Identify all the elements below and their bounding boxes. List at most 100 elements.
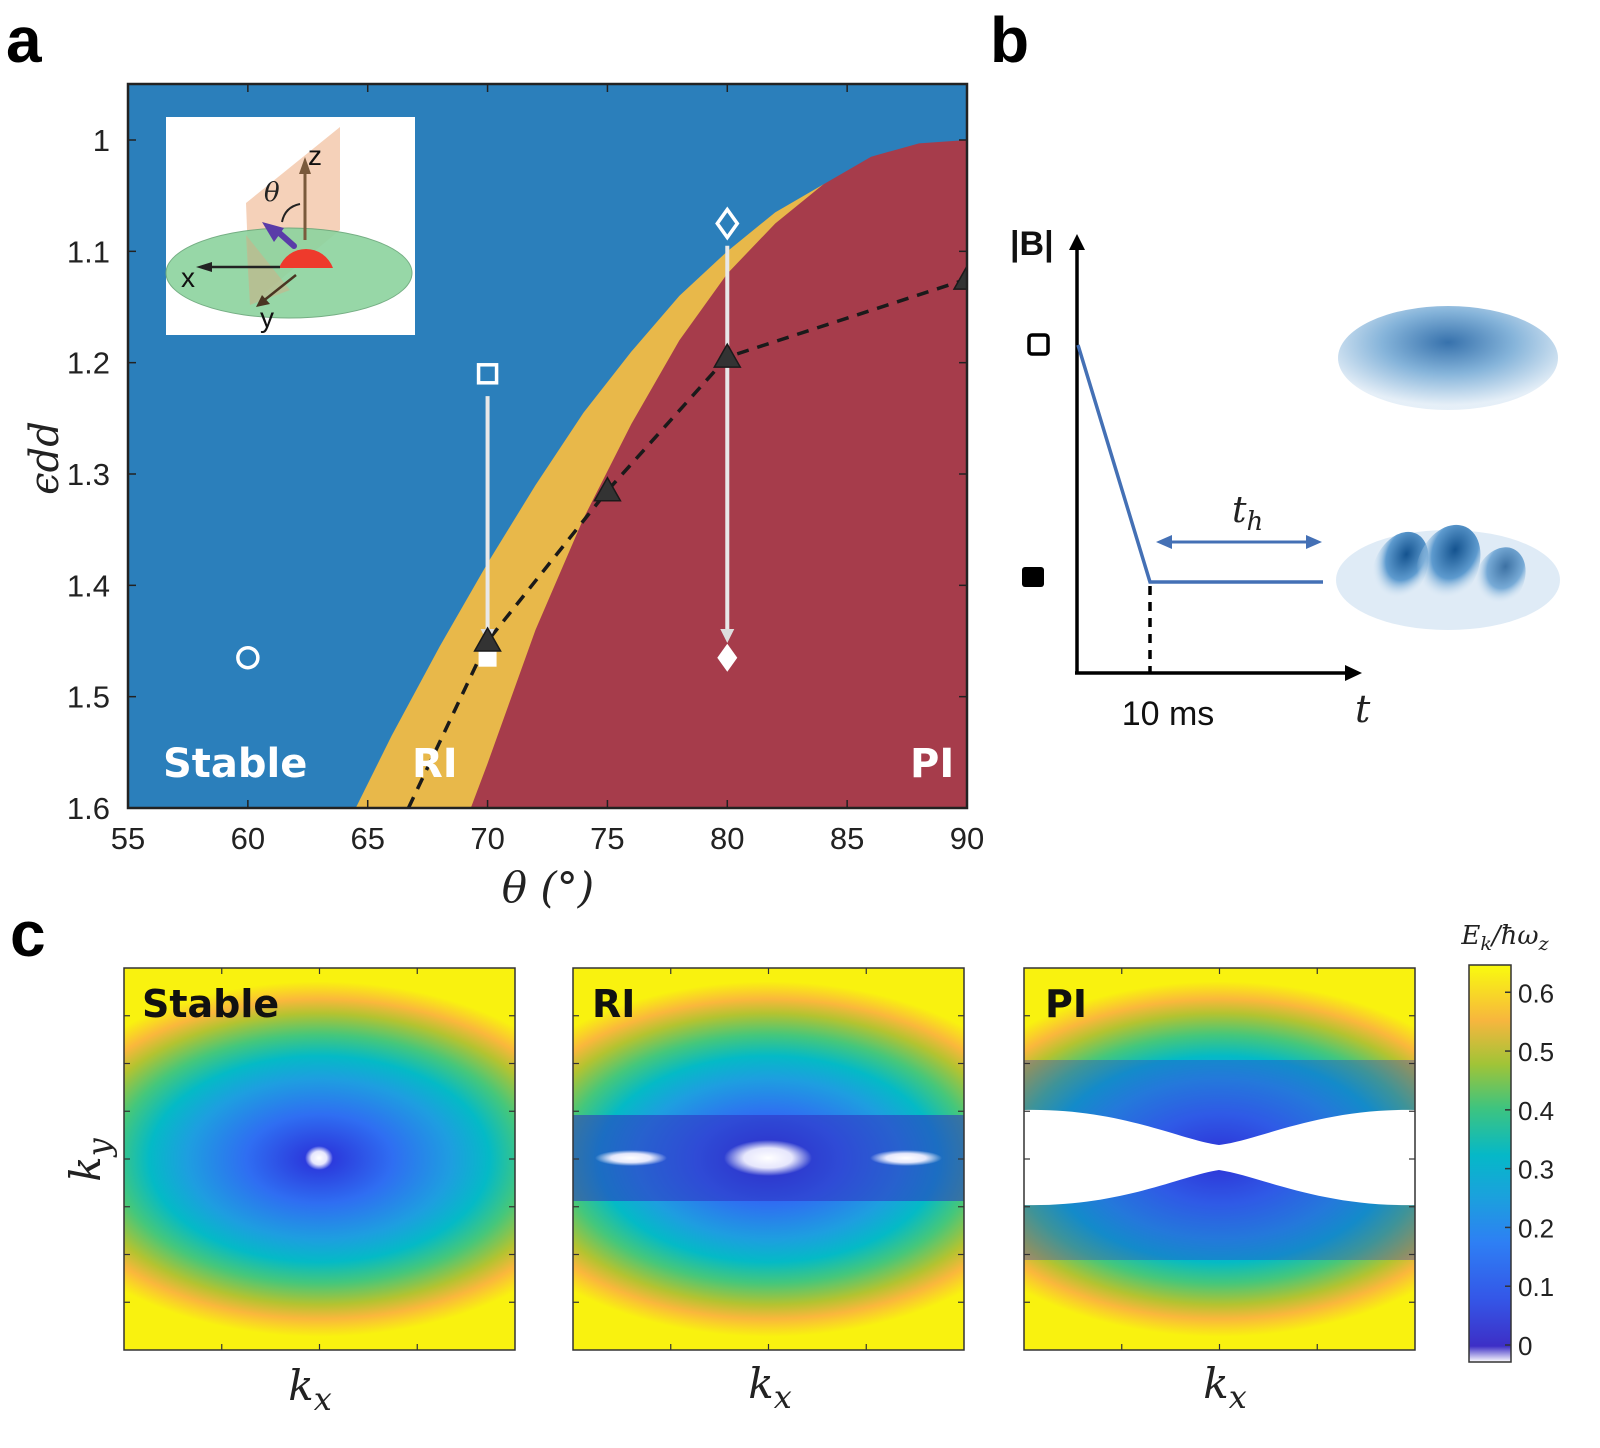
- unstable-gap: [1024, 1109, 1415, 1206]
- threshold-dashed-line: [406, 277, 967, 808]
- hold-arrow-right-icon: [1306, 535, 1322, 549]
- region-pi: [470, 140, 967, 808]
- ky-sub: y: [80, 1137, 118, 1158]
- kx-main: k: [1203, 1359, 1228, 1408]
- x-tick-label: 75: [590, 821, 624, 856]
- kx-label-ri: kx: [748, 1359, 792, 1416]
- xy-plane-disk: [165, 227, 413, 319]
- open-diamond-marker: [715, 206, 740, 241]
- kx-label-pi: kx: [1203, 1359, 1247, 1416]
- colorbar-tick-label: 0.4: [1518, 1096, 1554, 1126]
- panel-letter-b: b: [990, 4, 1029, 76]
- x-arrowhead-icon: [196, 262, 212, 272]
- hold-time-label-main: t: [1232, 490, 1247, 531]
- b-y-axis-label: |B|: [1010, 225, 1054, 263]
- colorbar-tick-label: 0.6: [1518, 978, 1554, 1008]
- x-tick-label: 60: [231, 821, 265, 856]
- colorbar-title: Ek/ħωz: [1460, 921, 1549, 955]
- cbar-title-main: E: [1460, 921, 1480, 951]
- condensate-cloud-modulated: [1336, 524, 1560, 630]
- x-tick-label: 70: [470, 821, 504, 856]
- colorbar-tick-label: 0.1: [1518, 1272, 1554, 1302]
- region-label-pi: PI: [910, 741, 954, 787]
- y-tick-label: 1.6: [67, 791, 110, 826]
- colorbar-tick-label: 0.5: [1518, 1037, 1554, 1067]
- region-label-stable: Stable: [163, 741, 307, 787]
- threshold-triangle-marker: [952, 264, 967, 290]
- ramp-duration-label: 10 ms: [1122, 695, 1215, 733]
- inset-label-z: z: [308, 140, 322, 171]
- field-ramp-schematic: |B| t 10 ms th: [1010, 225, 1560, 733]
- x-tick-label: 85: [830, 821, 864, 856]
- kx-sub: x: [314, 1380, 332, 1418]
- ky-label-text: ky: [61, 1137, 118, 1181]
- heatmap-spot: [870, 1150, 942, 1166]
- inset-label-x: x: [181, 262, 195, 293]
- heatmap-title-stable: Stable: [142, 982, 279, 1026]
- y-tick-label: 1.2: [67, 346, 110, 381]
- hold-time-label-sub: h: [1246, 507, 1263, 537]
- threshold-triangle-marker: [713, 342, 742, 368]
- colorbar-tick-label: 0.3: [1518, 1155, 1554, 1185]
- y-tick-label: 1.1: [67, 234, 110, 269]
- x-tick-label: 80: [710, 821, 744, 856]
- cbar-title-mid: /ħω: [1489, 921, 1539, 951]
- ky-main: k: [61, 1156, 110, 1181]
- y-tick-label: 1: [93, 123, 110, 158]
- x-tick-label: 55: [111, 821, 145, 856]
- kx-sub: x: [774, 1378, 792, 1416]
- theta-arc: [281, 203, 301, 223]
- threshold-triangle-marker: [473, 626, 502, 652]
- phase-diagram: 55 60 65 70 75 80 85 90 1 1.1 1.2 1.3 1.4 1.5 1.6 θ z …: [22, 82, 984, 912]
- inset-label-theta: θ: [264, 178, 280, 208]
- region-label-ri: RI: [412, 741, 458, 787]
- ky-label: ky: [61, 1137, 118, 1181]
- inset-geometry: θ z x y: [165, 117, 415, 335]
- y-tick-label: 1.5: [67, 680, 110, 715]
- kx-sub: x: [1229, 1378, 1247, 1416]
- y-axis-label-a: ϵdd: [22, 421, 68, 495]
- hold-arrow-left-icon: [1156, 535, 1172, 549]
- kx-main: k: [748, 1359, 773, 1408]
- condensate-cloud-smooth: [1338, 306, 1558, 410]
- y-arrowhead-icon: [256, 295, 270, 307]
- level-marker-open-square: [1027, 333, 1050, 356]
- field-ramp-curve: [1076, 344, 1323, 584]
- panel-letter-a: a: [6, 4, 42, 76]
- heatmap-spot: [305, 1146, 333, 1170]
- quench-arrowhead-icon: [720, 629, 735, 643]
- threshold-triangle-marker: [593, 476, 622, 502]
- y-axis-arrow: [261, 274, 297, 303]
- heatmap-stable: Stable: [123, 967, 516, 1351]
- dipole-arrowhead-icon: [262, 222, 284, 242]
- b-x-arrowhead-icon: [1345, 665, 1362, 681]
- open-square-marker: [476, 363, 499, 385]
- open-circle-marker: [236, 645, 260, 670]
- z-arrowhead-icon: [299, 157, 311, 174]
- plot-frame-a: [126, 82, 969, 810]
- inset-label-y: y: [260, 302, 274, 333]
- cbar-title-sub2: z: [1538, 933, 1550, 955]
- hold-time-label: th: [1232, 490, 1263, 537]
- kx-main: k: [288, 1361, 313, 1410]
- colorbar-tick-label: 0: [1518, 1331, 1532, 1361]
- b-y-arrowhead-icon: [1069, 234, 1085, 250]
- filled-square-marker: [478, 648, 497, 667]
- cbar-title-sub1: k: [1480, 933, 1492, 955]
- level-marker-filled-square: [1022, 567, 1044, 587]
- y-tick-label: 1.3: [67, 457, 110, 492]
- kx-label-stable: kx: [288, 1361, 332, 1418]
- y-axis-label-text: ϵdd: [22, 421, 68, 495]
- b-x-axis-label: t: [1355, 687, 1371, 731]
- heatmap-spot: [595, 1150, 667, 1166]
- x-axis-label-a: θ (°): [502, 863, 594, 912]
- panel-letter-c: c: [10, 898, 46, 970]
- heatmap-pi: PI: [1023, 967, 1416, 1351]
- y-tick-label: 1.4: [67, 568, 110, 603]
- heatmap-title-ri: RI: [592, 982, 635, 1026]
- x-tick-label: 65: [350, 821, 384, 856]
- heatmap-spot: [724, 1140, 812, 1176]
- heatmap-ri: RI: [572, 967, 965, 1351]
- condensate-dome: [279, 248, 333, 268]
